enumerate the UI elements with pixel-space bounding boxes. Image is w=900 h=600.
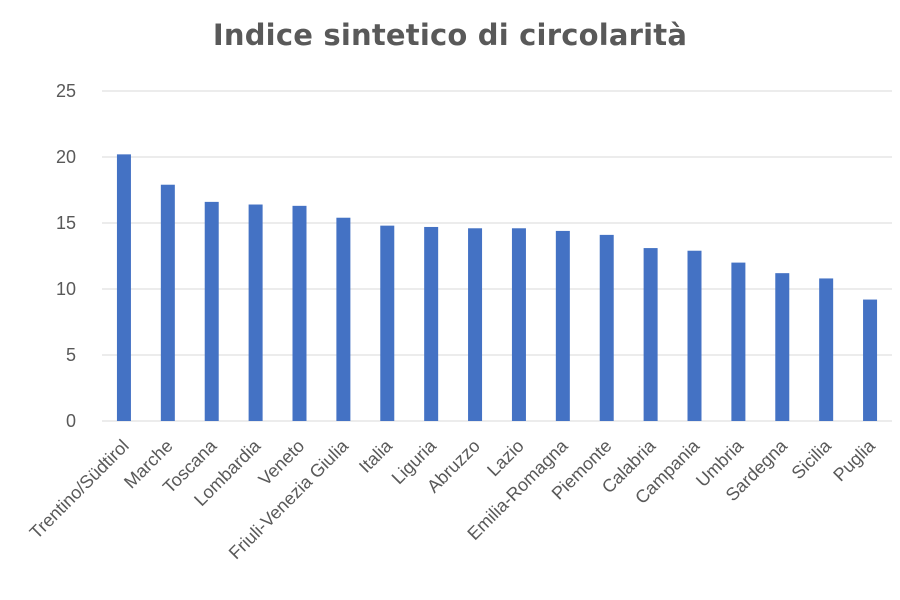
y-tick-label: 20 [56,147,76,167]
bar [863,299,878,421]
bar [116,154,131,422]
y-tick-label: 0 [66,411,76,431]
bar [292,205,307,421]
bar [160,184,175,421]
bar [511,228,526,421]
bar [468,228,483,421]
bar [555,230,570,421]
y-axis-ticks: 0 5 10 15 20 25 [56,81,76,431]
x-tick-label: Sicilia [788,435,836,483]
bars [116,154,878,422]
y-tick-label: 5 [66,345,76,365]
x-axis-ticks: Trentino/SüdtirolMarcheToscanaLombardiaV… [26,435,880,563]
bar [687,250,702,421]
x-tick-label: Trentino/Südtirol [26,436,133,543]
bar [336,217,351,421]
y-tick-label: 15 [56,213,76,233]
bar [248,204,263,421]
y-tick-label: 25 [56,81,76,101]
gridlines [102,90,892,422]
bar [775,273,790,421]
bar [599,234,614,421]
bar [819,278,834,421]
bar [380,225,395,421]
y-tick-label: 10 [56,279,76,299]
bar [731,262,746,421]
x-tick-label: Puglia [829,435,879,485]
bar [204,201,219,421]
bar [643,248,658,421]
chart-title: Indice sintetico di circolarità [212,18,688,52]
bar [424,226,439,421]
